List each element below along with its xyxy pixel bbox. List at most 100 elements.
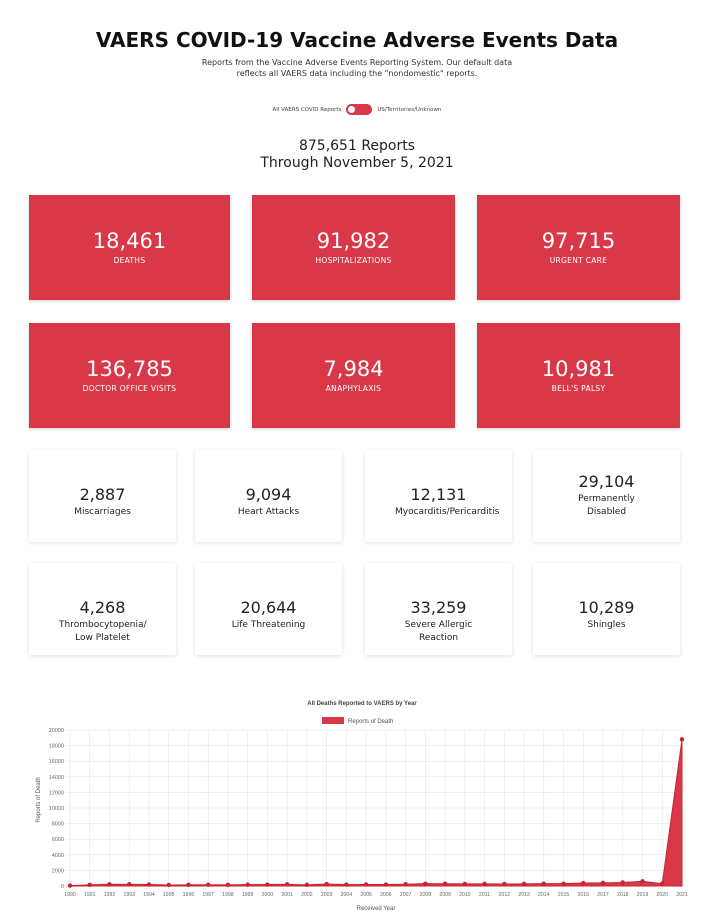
stat-label: ANAPHYLAXIS [325, 384, 382, 393]
stat-label: Myocarditis/Pericarditis [395, 507, 500, 517]
data-point[interactable] [245, 882, 250, 887]
data-point[interactable] [462, 881, 468, 887]
x-axis-label: Received Year [357, 906, 396, 912]
stat-label: BELL'S PALSY [551, 384, 606, 393]
legend-label[interactable]: Reports of Death [348, 719, 393, 725]
x-tick-label: 2005 [360, 892, 372, 898]
stat-value: 7,984 [323, 357, 384, 381]
report-date: Through November 5, 2021 [260, 155, 454, 171]
x-tick-label: 2012 [499, 892, 511, 898]
x-tick-label: 1996 [183, 892, 195, 898]
data-point[interactable] [521, 881, 527, 887]
stat-label: Life Threatening [231, 620, 306, 630]
chart-marks [67, 737, 685, 888]
stat-label: DEATHS [113, 256, 146, 265]
stat-card-red: 97,715 URGENT CARE [477, 195, 680, 300]
y-tick-label: 12000 [49, 790, 64, 796]
data-source-toggle[interactable] [346, 104, 373, 115]
stat-card-red: 7,984 ANAPHYLAXIS [252, 323, 455, 428]
data-point[interactable] [482, 881, 487, 887]
stat-value: 4,268 [79, 598, 126, 617]
data-point[interactable] [581, 880, 586, 886]
chart-title: All Deaths Reported to VAERS by Year [307, 701, 417, 707]
data-point[interactable] [265, 882, 270, 887]
data-point[interactable] [541, 881, 547, 886]
stat-card-red: 10,981 BELL'S PALSY [477, 323, 680, 428]
data-point[interactable] [225, 882, 231, 888]
stat-card: 12,131 Myocarditis/Pericarditis [365, 450, 512, 542]
y-tick-label: 6000 [52, 837, 64, 843]
data-point[interactable] [324, 881, 329, 887]
page-title: VAERS COVID-19 Vaccine Adverse Events Da… [95, 28, 619, 52]
data-point[interactable] [502, 881, 507, 887]
data-point[interactable] [186, 882, 191, 888]
data-point[interactable] [403, 882, 408, 887]
x-tick-label: 2006 [380, 892, 392, 898]
data-point[interactable] [304, 882, 310, 888]
data-point[interactable] [423, 881, 428, 886]
data-point[interactable] [363, 882, 369, 887]
stat-label: HOSPITALIZATIONS [315, 256, 392, 265]
data-point[interactable] [205, 882, 211, 887]
stat-label: Miscarriages [74, 507, 131, 517]
toggle-right-label: US/Territories/Unknown [377, 106, 442, 113]
data-point[interactable] [166, 882, 171, 888]
deaths-by-year-chart: All Deaths Reported to VAERS by Year Rep… [36, 701, 688, 912]
stat-value: 10,981 [541, 357, 616, 381]
x-tick-label: 2010 [459, 892, 471, 898]
stat-label: Thrombocytopenia/ Low Platelet [59, 620, 147, 643]
x-tick-label: 2014 [538, 892, 550, 898]
data-point[interactable] [679, 737, 685, 742]
data-point[interactable] [87, 882, 92, 888]
data-point[interactable] [640, 879, 645, 884]
stat-value: 18,461 [92, 229, 167, 253]
stat-value: 33,259 [410, 598, 467, 617]
stat-value: 97,715 [541, 229, 616, 253]
x-tick-label: 2016 [578, 892, 590, 898]
x-tick-label: 1994 [143, 892, 155, 898]
x-tick-label: 2001 [281, 892, 293, 898]
y-tick-label: 2000 [52, 868, 64, 874]
data-point[interactable] [383, 882, 389, 887]
data-point[interactable] [344, 882, 349, 887]
x-tick-label: 1992 [104, 892, 116, 898]
data-point[interactable] [107, 882, 112, 887]
data-point[interactable] [600, 880, 606, 886]
x-tick-label: 2015 [558, 892, 570, 898]
stat-value: 2,887 [79, 485, 126, 504]
stat-label: Permanently Disabled [578, 494, 635, 517]
report-summary: 875,651 Reports Through November 5, 2021 [0, 138, 714, 172]
y-tick-label: 4000 [52, 853, 64, 859]
stat-value: 136,785 [86, 357, 173, 381]
data-point[interactable] [67, 883, 73, 888]
x-tick-label: 2008 [420, 892, 432, 898]
x-tick-label: 2018 [617, 892, 629, 898]
x-tick-label: 1990 [64, 892, 76, 898]
x-tick-label: 2000 [262, 892, 274, 898]
x-tick-label: 1995 [163, 892, 175, 898]
data-point[interactable] [127, 882, 132, 887]
data-point[interactable] [284, 882, 290, 887]
data-point[interactable] [442, 881, 448, 886]
data-point[interactable] [620, 880, 625, 885]
data-source-toggle-row: All VAERS COVID Reports US/Territories/U… [0, 104, 714, 115]
stat-card-red: 91,982 HOSPITALIZATIONS [252, 195, 455, 300]
stat-card: 33,259 Severe Allergic Reaction [365, 563, 512, 655]
stat-value: 91,982 [316, 229, 391, 253]
x-tick-label: 2002 [301, 892, 313, 898]
x-tick-label: 2004 [341, 892, 353, 898]
data-point[interactable] [561, 881, 566, 886]
x-tick-label: 2019 [637, 892, 649, 898]
data-point[interactable] [660, 881, 665, 886]
report-count: 875,651 Reports [298, 138, 416, 154]
data-point[interactable] [146, 882, 152, 887]
x-tick-label: 2009 [439, 892, 451, 898]
stat-label: Shingles [587, 620, 626, 630]
x-tick-label: 2003 [321, 892, 333, 898]
y-tick-label: 16000 [49, 759, 64, 765]
stat-label: URGENT CARE [549, 256, 608, 265]
stat-card: 9,094 Heart Attacks [195, 450, 342, 542]
x-tick-label: 1991 [84, 892, 96, 898]
x-tick-label: 1997 [202, 892, 214, 898]
chart-grid: 0 2000 4000 6000 8000 10000 12000 14000 16000 180… [49, 728, 688, 898]
